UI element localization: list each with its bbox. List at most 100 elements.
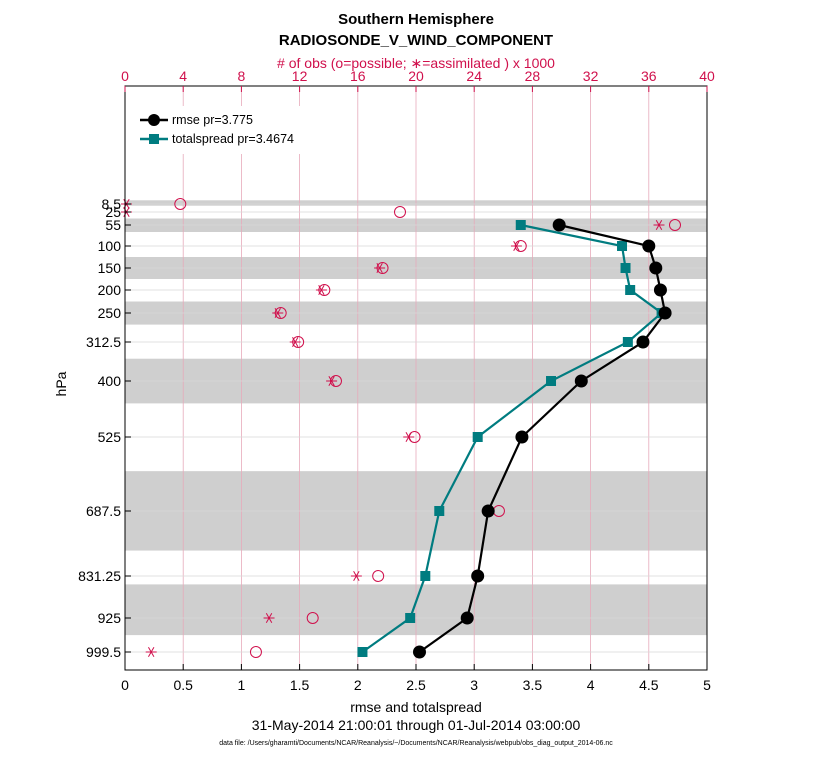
x-tick-label: 1 <box>238 677 246 693</box>
x-tick-label: 2.5 <box>406 677 426 693</box>
y-tick-label: 25 <box>105 204 121 220</box>
y-tick-label: 999.5 <box>86 644 121 660</box>
obs-assimilated-stroke <box>292 336 299 348</box>
rmse-point <box>636 335 650 349</box>
rmse-point <box>658 306 672 320</box>
legend-rmse-marker <box>148 114 160 126</box>
x-tick-label: 3 <box>470 677 478 693</box>
date-range-label: 31-May-2014 21:00:01 through 01-Jul-2014… <box>252 717 581 733</box>
top-tick-label: 28 <box>525 68 541 84</box>
y-tick-label: 687.5 <box>86 503 121 519</box>
rmse-point <box>481 504 495 518</box>
totalspread-point <box>617 241 628 251</box>
x-tick-label: 5 <box>703 677 711 693</box>
top-tick-label: 4 <box>179 68 187 84</box>
obs-assimilated-stroke <box>318 284 325 296</box>
totalspread-point <box>420 571 431 581</box>
totalspread-point <box>357 647 368 657</box>
obs-assimilated-stroke <box>655 219 663 231</box>
legend-spread-label: totalspread pr=3.4674 <box>172 132 294 146</box>
obs-assimilated-marker <box>272 307 284 319</box>
x-tick-label: 4.5 <box>639 677 659 693</box>
obs-assimilated-marker <box>145 646 157 658</box>
obs-possible-marker <box>306 612 319 624</box>
obs-assimilated-marker <box>350 570 362 582</box>
legend-box <box>133 106 339 154</box>
chart-title: Southern Hemisphere <box>338 11 494 28</box>
obs-assimilated-marker <box>315 284 327 296</box>
y-tick-label: 831.25 <box>78 568 121 584</box>
obs-assimilated-marker <box>510 240 522 252</box>
obs-assimilated-stroke <box>328 375 335 387</box>
rmse-point <box>412 645 426 659</box>
totalspread-point <box>472 432 483 442</box>
obs-assimilated-stroke <box>353 570 360 582</box>
obs-assimilated-marker <box>289 336 301 348</box>
x-tick-label: 4 <box>587 677 595 693</box>
series-lines <box>357 218 672 659</box>
rmse-point <box>574 374 588 388</box>
totalspread-point <box>405 613 416 623</box>
x-axis-label: rmse and totalspread <box>350 699 482 715</box>
y-tick-label: 312.5 <box>86 334 121 350</box>
obs-possible-marker <box>249 646 262 658</box>
y-tick-label: 100 <box>98 238 122 254</box>
totalspread-point <box>620 263 631 273</box>
x-tick-label: 1.5 <box>290 677 310 693</box>
y-axis-label: hPa <box>53 371 69 396</box>
top-tick-label: 20 <box>408 68 424 84</box>
data-file-note: data file: /Users/gharamti/Documents/NCA… <box>219 740 613 747</box>
obs-assimilated-stroke <box>265 612 273 624</box>
obs-possible-marker <box>393 206 406 218</box>
top-tick-label: 24 <box>466 68 482 84</box>
rmse-point <box>653 283 667 297</box>
totalspread-point <box>622 337 633 347</box>
top-axis-label: # of obs (o=possible; ∗=assimilated ) x … <box>277 55 555 71</box>
obs-assimilated-marker <box>263 612 275 624</box>
obs-possible-marker <box>372 570 385 582</box>
obs-assimilated-marker <box>653 219 665 231</box>
top-tick-label: 40 <box>699 68 715 84</box>
x-tick-label: 0 <box>121 677 129 693</box>
obs-assimilated-stroke <box>405 431 412 443</box>
obs-assimilated-stroke <box>376 262 383 274</box>
top-tick-label: 16 <box>350 68 366 84</box>
obs-possible-marker <box>174 198 187 210</box>
x-tick-label: 3.5 <box>523 677 543 693</box>
rmse-point <box>642 239 656 253</box>
rmse-point <box>515 430 529 444</box>
y-tick-label: 8.5 <box>102 196 122 212</box>
top-tick-label: 32 <box>583 68 599 84</box>
obs-assimilated-marker <box>374 262 386 274</box>
obs-assimilated-marker <box>403 431 415 443</box>
y-tick-label: 525 <box>98 429 122 445</box>
top-tick-label: 12 <box>292 68 308 84</box>
legend-rmse-label: rmse pr=3.775 <box>172 113 253 127</box>
totalspread-point <box>546 376 557 386</box>
axis-ticks: 0 0.5 1 1.5 2 2.5 3 3.5 4 4.5 5 0 4 8 12 16 20 24 28 32 36 40… <box>78 68 715 693</box>
rmse-point <box>460 611 474 625</box>
obs-assimilated-marker <box>326 375 338 387</box>
y-tick-label: 250 <box>98 305 122 321</box>
obs-assimilated-stroke <box>148 646 155 658</box>
obs-possible-marker <box>668 219 681 231</box>
totalspread-point <box>434 506 445 516</box>
totalspread-point <box>625 285 636 295</box>
grid-lines <box>124 86 708 670</box>
y-tick-label: 925 <box>98 610 122 626</box>
y-tick-label: 55 <box>105 217 121 233</box>
top-tick-label: 36 <box>641 68 657 84</box>
totalspread-point <box>515 220 526 230</box>
top-tick-label: 0 <box>121 68 129 84</box>
legend: rmse pr=3.775 totalspread pr=3.4674 <box>133 106 339 154</box>
rmse-point <box>649 261 663 275</box>
rmse-point <box>471 569 485 583</box>
obs-assimilated-stroke <box>513 240 520 252</box>
top-tick-label: 8 <box>238 68 246 84</box>
y-tick-label: 200 <box>98 282 122 298</box>
legend-spread-marker <box>149 134 159 144</box>
x-tick-label: 2 <box>354 677 362 693</box>
obs-assimilated-stroke <box>274 307 281 319</box>
rmse-point <box>552 218 566 232</box>
